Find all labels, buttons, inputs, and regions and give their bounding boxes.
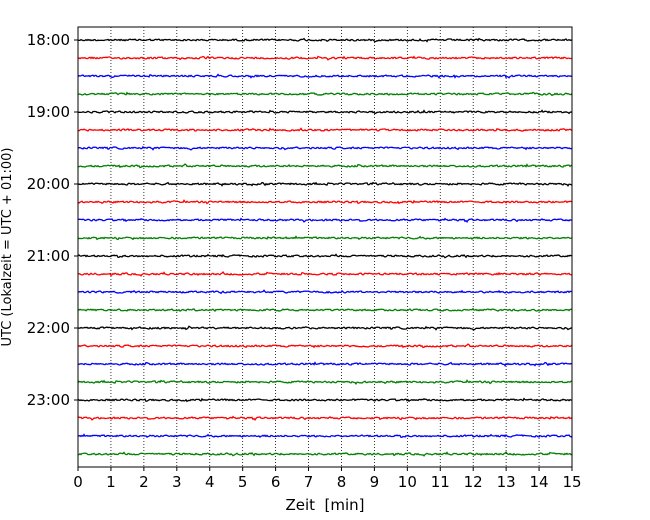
x-axis-ticks: 0 1 2 3 4 5 6 7 8 9 10 11 12 13 14 15: [73, 467, 582, 491]
x-axis-label: Zeit [min]: [285, 496, 364, 514]
y-tick-label: 23:00: [27, 391, 70, 409]
y-tick-label: 19:00: [27, 103, 70, 121]
seismogram-trace: [77, 181, 573, 187]
y-axis-label: UTC (Lokalzeit = UTC + 01:00): [0, 148, 15, 347]
seismogram-trace: [77, 199, 573, 205]
x-tick-label: 8: [337, 473, 347, 491]
grid-lines: [110, 27, 540, 467]
seismogram-trace: [77, 325, 573, 331]
seismogram-trace: [77, 55, 573, 61]
x-tick-label: 3: [172, 473, 182, 491]
seismogram-trace: [77, 253, 573, 259]
seismogram-traces: [77, 37, 573, 457]
y-tick-label: 18:00: [27, 31, 70, 49]
seismogram-trace: [77, 343, 573, 349]
x-tick-label: 2: [139, 473, 149, 491]
seismogram-trace: [77, 163, 573, 169]
x-tick-label: 13: [497, 473, 516, 491]
x-tick-label: 0: [73, 473, 83, 491]
seismogram-trace: [77, 361, 573, 367]
y-tick-label: 20:00: [27, 175, 70, 193]
x-tick-label: 14: [530, 473, 549, 491]
x-tick-label: 6: [271, 473, 281, 491]
seismogram-trace: [77, 433, 573, 439]
x-tick-label: 4: [205, 473, 215, 491]
y-axis-ticks: 18:00 19:00 20:00 21:00 22:00 23:00: [27, 31, 78, 409]
seismogram-trace: [77, 307, 573, 312]
seismogram-trace: [77, 73, 573, 79]
seismogram-trace: [77, 235, 573, 241]
plot-frame: [77, 26, 573, 468]
x-tick-label: 10: [398, 473, 417, 491]
x-tick-label: 11: [431, 473, 450, 491]
seismogram-trace: [77, 37, 573, 43]
seismogram-trace: [77, 270, 573, 277]
seismogram-trace: [77, 127, 573, 132]
x-tick-label: 1: [106, 473, 116, 491]
seismogram-trace: [77, 109, 573, 115]
seismogram-trace: [77, 91, 573, 97]
x-tick-label: 5: [238, 473, 248, 491]
seismogram-trace: [77, 145, 573, 151]
x-tick-label: 15: [562, 473, 581, 491]
y-tick-label: 21:00: [27, 247, 70, 265]
x-tick-label: 12: [464, 473, 483, 491]
y-tick-label: 22:00: [27, 319, 70, 337]
x-tick-label: 9: [370, 473, 380, 491]
seismogram-trace: [77, 289, 573, 295]
seismogram-trace: [77, 379, 573, 385]
seismogram-trace: [77, 450, 573, 457]
seismogram-trace: [77, 397, 573, 403]
x-tick-label: 7: [304, 473, 314, 491]
seismogram-trace: [77, 415, 573, 421]
seismogram-trace: [77, 217, 573, 223]
